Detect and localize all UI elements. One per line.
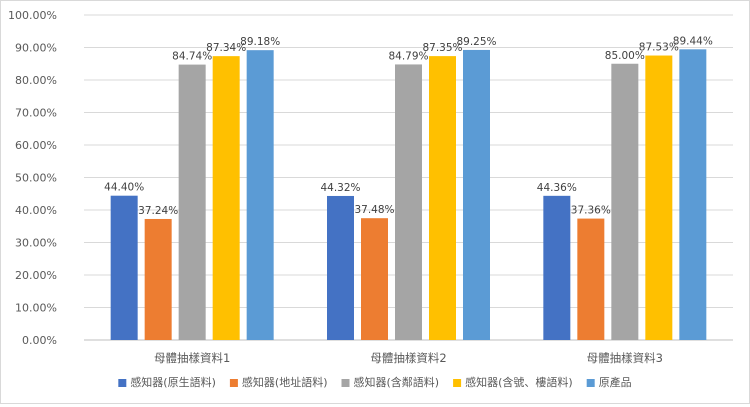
y-tick-label: 60.00% <box>15 139 57 152</box>
y-axis-tick-labels: 0.00% 10.00% 20.00% 30.00% 40.00% 50.00% 60.00… <box>8 9 57 347</box>
bar <box>429 56 456 341</box>
legend-label: 感知器(含號、樓語料) <box>465 375 573 389</box>
bar <box>327 195 354 340</box>
y-tick-label: 100.00% <box>8 9 57 22</box>
bar <box>110 195 138 340</box>
data-label: 89.44% <box>673 35 713 47</box>
data-label: 87.35% <box>422 42 462 54</box>
legend-swatch <box>453 379 462 387</box>
data-labels: 44.40% 37.24% 84.74%87.34%89.18% 44.32% 37.4… <box>104 35 713 217</box>
legend-swatch <box>229 379 238 387</box>
legend-swatch <box>341 379 350 387</box>
x-category-label: 母體抽樣資料1 <box>154 351 230 365</box>
y-tick-label: 90.00% <box>15 42 57 55</box>
data-label: 87.34% <box>206 42 246 54</box>
y-tick-label: 70.00% <box>15 107 57 120</box>
legend-swatch <box>118 379 127 387</box>
data-label: 37.48% <box>354 204 394 216</box>
data-label: 44.32% <box>320 182 360 194</box>
bar <box>679 49 707 340</box>
y-tick-label: 40.00% <box>15 204 57 217</box>
data-label: 89.18% <box>240 36 280 48</box>
bar <box>361 218 388 340</box>
legend-item: 感知器(地址語料) <box>229 375 328 389</box>
x-category-label: 母體抽樣資料2 <box>370 351 446 365</box>
bar <box>212 56 240 341</box>
y-tick-label: 0.00% <box>22 334 57 347</box>
x-category-label: 母體抽樣資料3 <box>587 351 663 365</box>
legend-label: 原產品 <box>599 375 632 389</box>
y-tick-label: 10.00% <box>15 302 57 315</box>
data-label: 85.00% <box>605 50 645 62</box>
legend-swatch <box>586 379 595 387</box>
bar <box>611 63 639 340</box>
legend: 感知器(原生語料) 感知器(地址語料) 感知器(含鄰語料) 感知器(含號、樓語料) 原產… <box>118 375 632 389</box>
bar <box>577 218 605 340</box>
y-tick-label: 80.00% <box>15 74 57 87</box>
bar <box>144 218 172 340</box>
data-label: 44.40% <box>104 182 144 194</box>
bars <box>110 49 707 341</box>
x-axis-category-labels: 母體抽樣資料1 母體抽樣資料2 母體抽樣資料3 <box>154 351 663 365</box>
data-label: 37.36% <box>571 205 611 217</box>
data-label: 87.53% <box>639 42 679 54</box>
bar <box>463 49 490 340</box>
data-label: 89.25% <box>456 36 496 48</box>
data-label: 37.24% <box>138 205 178 217</box>
data-label: 44.36% <box>537 182 577 194</box>
bar <box>246 50 274 340</box>
legend-item: 原產品 <box>586 375 632 389</box>
legend-item: 感知器(含號、樓語料) <box>453 375 573 389</box>
legend-label: 感知器(地址語料) <box>242 375 328 389</box>
legend-item: 感知器(含鄰語料) <box>341 375 440 389</box>
bar <box>543 195 571 340</box>
legend-label: 感知器(含鄰語料) <box>354 375 440 389</box>
y-tick-label: 30.00% <box>15 237 57 250</box>
data-label: 84.74% <box>172 51 212 63</box>
y-tick-label: 50.00% <box>15 172 57 185</box>
bar <box>395 64 422 340</box>
legend-label: 感知器(原生語料) <box>130 375 216 389</box>
y-tick-label: 20.00% <box>15 269 57 282</box>
bar <box>178 64 206 340</box>
legend-item: 感知器(原生語料) <box>118 375 216 389</box>
data-label: 84.79% <box>388 50 428 62</box>
bar <box>645 55 673 341</box>
